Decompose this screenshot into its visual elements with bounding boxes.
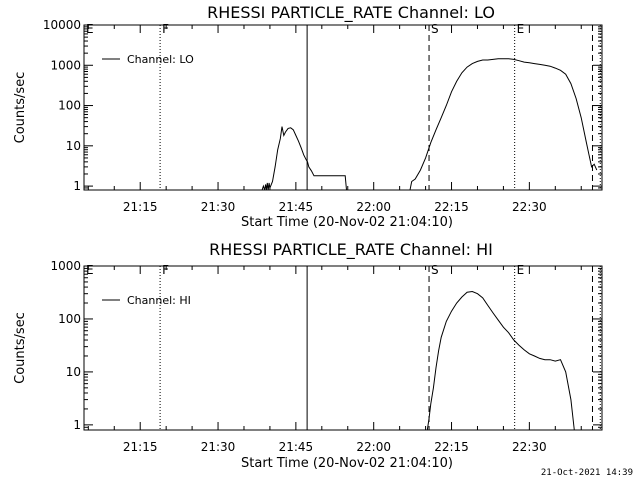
marker-label: E bbox=[517, 263, 525, 277]
marker-label: S bbox=[431, 22, 439, 36]
x-tick-label: 21:45 bbox=[279, 440, 314, 454]
y-tick-label: 1000 bbox=[50, 259, 81, 273]
x-tick-label: 22:15 bbox=[434, 440, 469, 454]
marker-label: E bbox=[86, 22, 94, 36]
y-axis-label: Counts/sec bbox=[13, 312, 28, 384]
legend-label: Channel: HI bbox=[127, 294, 191, 307]
marker-label: F bbox=[162, 263, 169, 277]
y-axis-label: Counts/sec bbox=[13, 72, 28, 144]
plot-frame bbox=[83, 24, 603, 191]
x-tick-label: 21:30 bbox=[201, 440, 236, 454]
y-tick-label: 100 bbox=[58, 312, 81, 326]
marker-label: E bbox=[86, 263, 94, 277]
y-tick-label: 1000 bbox=[50, 58, 81, 72]
x-axis-label: Start Time (20-Nov-02 21:04:10) bbox=[241, 215, 453, 230]
chart-panel-hi: RHESSI PARTICLE_RATE Channel: HI 1 10 100 10… bbox=[13, 240, 603, 471]
marker-label: E bbox=[517, 22, 525, 36]
chart-title: RHESSI PARTICLE_RATE Channel: LO bbox=[207, 3, 495, 23]
timestamp: 21-Oct-2021 14:39 bbox=[541, 468, 633, 478]
plot-frame bbox=[83, 265, 603, 431]
x-tick-label: 21:45 bbox=[279, 200, 314, 214]
x-tick-label: 21:15 bbox=[123, 200, 158, 214]
x-tick-label: 22:30 bbox=[512, 200, 547, 214]
x-tick-label: 21:30 bbox=[201, 200, 236, 214]
y-tick-label: 10 bbox=[66, 365, 81, 379]
marker-label: F bbox=[162, 22, 169, 36]
marker-label: S bbox=[431, 263, 439, 277]
x-axis-label: Start Time (20-Nov-02 21:04:10) bbox=[241, 456, 453, 471]
x-tick-label: 22:00 bbox=[356, 200, 391, 214]
x-tick-label: 22:15 bbox=[434, 200, 469, 214]
y-tick-label: 100 bbox=[58, 99, 81, 113]
x-tick-label: 22:30 bbox=[512, 440, 547, 454]
series-line bbox=[409, 58, 598, 191]
y-tick-label: 10 bbox=[66, 139, 81, 153]
x-tick-label: 22:00 bbox=[356, 440, 391, 454]
series-line bbox=[426, 290, 575, 431]
legend-label: Channel: LO bbox=[127, 53, 194, 66]
chart-title: RHESSI PARTICLE_RATE Channel: HI bbox=[209, 240, 493, 260]
y-tick-label: 10000 bbox=[43, 18, 81, 32]
chart-panel-lo: RHESSI PARTICLE_RATE Channel: LO 1 10 100 10… bbox=[13, 3, 603, 230]
y-tick-label: 1 bbox=[73, 179, 81, 193]
series-line bbox=[261, 126, 347, 191]
y-tick-label: 1 bbox=[73, 418, 81, 432]
x-tick-label: 21:15 bbox=[123, 440, 158, 454]
